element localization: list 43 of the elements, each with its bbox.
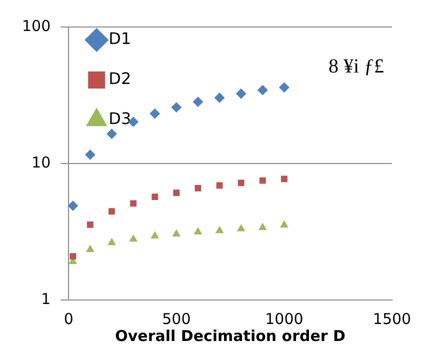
point [150, 108, 160, 119]
x-tick-label: 0 [64, 310, 74, 328]
point [151, 232, 159, 238]
point [258, 223, 266, 230]
point [130, 234, 138, 242]
point [237, 224, 245, 232]
point [259, 177, 266, 184]
point [238, 180, 244, 186]
point [192, 96, 203, 107]
point [173, 190, 180, 196]
point [216, 226, 224, 234]
point [216, 182, 223, 189]
point [172, 230, 180, 236]
y-tick-label: 100 [22, 16, 51, 35]
legend-label: D1 [108, 29, 132, 48]
y-tick-label: 10 [32, 153, 51, 172]
point [108, 208, 115, 215]
point [85, 150, 96, 160]
x-axis-title: Overall Decimation order D [115, 326, 346, 345]
point [171, 102, 182, 112]
point [152, 194, 158, 200]
point [68, 200, 78, 211]
point [280, 220, 288, 228]
point [214, 92, 225, 103]
point [70, 253, 76, 260]
x-tick-label: 1000 [265, 310, 304, 328]
annotation: 8 ¥i ƒ£ [328, 55, 384, 78]
point [281, 176, 288, 182]
point [236, 88, 246, 99]
point [258, 85, 268, 96]
point [106, 128, 117, 139]
point [86, 245, 94, 252]
point [279, 82, 290, 92]
point [87, 222, 94, 228]
legend-label: D2 [108, 69, 132, 88]
x-tick-label: 1500 [372, 310, 412, 328]
point [194, 184, 202, 192]
y-tick-label: 1 [41, 290, 51, 308]
point [108, 238, 116, 246]
x-tick-label: 500 [162, 310, 191, 328]
point [194, 228, 202, 234]
point [130, 200, 136, 207]
legend-label: D3 [108, 109, 132, 128]
